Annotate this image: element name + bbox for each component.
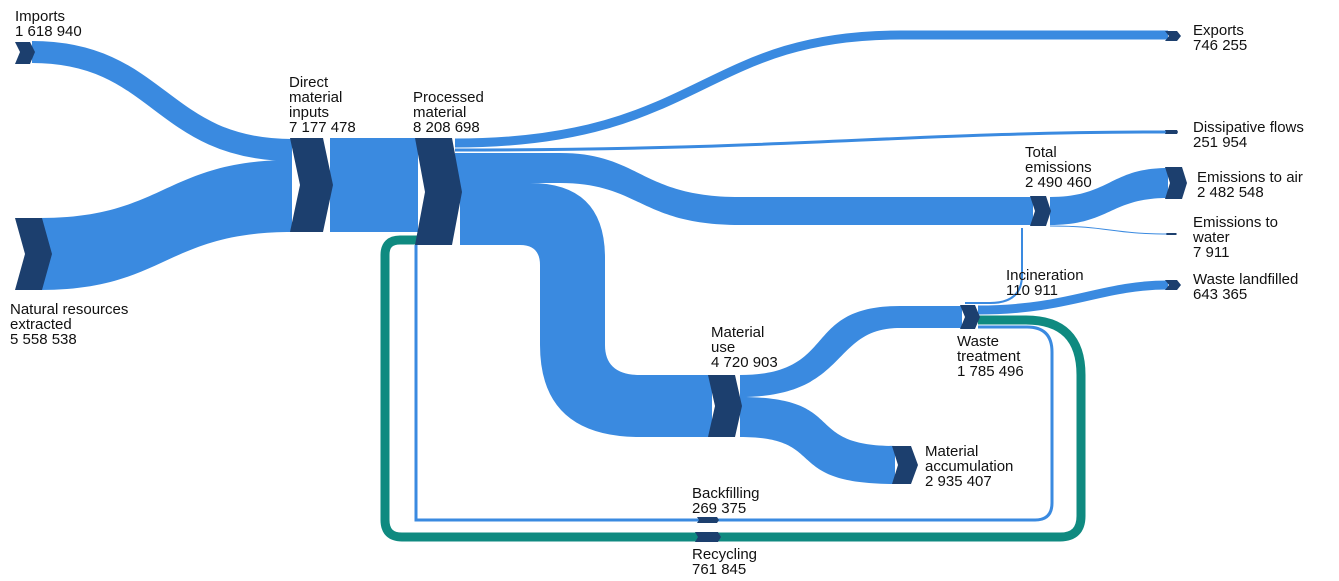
node-exports[interactable]	[1165, 31, 1181, 41]
label-direct-material-inputs: Direct material inputs 7 177 478	[289, 75, 356, 135]
node-emissions-to-water[interactable]	[1166, 233, 1177, 235]
label-accumulation-value: 2 935 407	[925, 473, 992, 490]
label-material-use: Material use 4 720 903	[711, 325, 778, 370]
flow-to-material-use[interactable]	[460, 183, 712, 437]
label-processed-name-2: material	[413, 104, 467, 121]
label-processed-name-1: Processed	[413, 89, 484, 106]
flow-to-landfilled[interactable]	[977, 280, 1169, 315]
flow-recycling[interactable]	[380, 235, 1086, 542]
label-waste-treatment-name-1: Waste	[957, 333, 999, 350]
label-dissipative-value: 251 954	[1193, 134, 1248, 151]
label-dmi-name-1: Direct	[289, 74, 329, 91]
label-dissipative-name: Dissipative flows	[1193, 119, 1304, 136]
label-incineration-value: 110 911	[1006, 282, 1058, 299]
label-waste-landfilled-name: Waste landfilled	[1193, 271, 1299, 288]
flow-to-total-emissions[interactable]	[455, 153, 1033, 225]
flow-dmi-to-processed[interactable]	[330, 138, 418, 232]
node-waste-landfilled[interactable]	[1165, 280, 1181, 290]
label-material-use-name-2: use	[711, 339, 736, 356]
flow-to-exports[interactable]	[454, 30, 1168, 148]
label-imports-value: 1 618 940	[15, 23, 82, 40]
label-dissipative-flows: Dissipative flows 251 954	[1193, 120, 1304, 150]
label-emissions-to-air: Emissions to air 2 482 548	[1197, 170, 1303, 200]
flow-backfilling[interactable]	[414, 245, 1054, 522]
node-recycling[interactable]	[695, 532, 721, 542]
label-dmi-value: 7 177 478	[289, 119, 356, 136]
label-accumulation-name-2: accumulation	[925, 458, 1014, 475]
node-processed-material[interactable]	[415, 138, 462, 245]
label-natural-value: 5 558 538	[10, 331, 77, 348]
node-backfilling[interactable]	[697, 517, 719, 523]
label-waste-treatment: Waste treatment 1 785 496	[957, 334, 1024, 379]
label-material-use-name-1: Material	[711, 324, 765, 341]
flow-to-dissipative[interactable]	[454, 130, 1169, 152]
label-accumulation-name-1: Material	[925, 443, 979, 460]
label-incineration-name: Incineration	[1006, 267, 1084, 284]
flow-to-accumulation[interactable]	[740, 397, 895, 484]
flow-imports-to-dmi[interactable]	[31, 41, 293, 161]
label-recycling: Recycling 761 845	[692, 547, 757, 577]
node-emissions-to-air[interactable]	[1165, 167, 1187, 199]
label-processed-material: Processed material 8 208 698	[413, 90, 484, 135]
label-emissions-water-name-2: water	[1193, 229, 1230, 246]
node-material-accumulation[interactable]	[892, 446, 918, 484]
label-total-emissions-name-2: emissions	[1025, 159, 1092, 176]
flow-incineration[interactable]	[965, 228, 1023, 304]
label-emissions-water-name-1: Emissions to	[1193, 214, 1279, 231]
label-emissions-to-water: Emissions to water 7 911	[1193, 215, 1278, 260]
label-waste-landfilled: Waste landfilled 643 365	[1193, 272, 1298, 302]
node-direct-material-inputs[interactable]	[290, 138, 333, 232]
node-natural-resources[interactable]	[15, 218, 52, 290]
flow-to-emissions-water[interactable]	[1049, 225, 1171, 235]
node-waste-treatment[interactable]	[960, 305, 980, 329]
label-total-emissions-name-1: Total	[1025, 144, 1057, 161]
flow-to-emissions-air[interactable]	[1050, 168, 1168, 225]
label-processed-value: 8 208 698	[413, 119, 480, 136]
label-exports-name: Exports	[1193, 22, 1244, 39]
nodes-layer	[15, 31, 1187, 542]
label-material-use-value: 4 720 903	[711, 354, 778, 371]
label-waste-landfilled-value: 643 365	[1193, 286, 1248, 303]
label-total-emissions-value: 2 490 460	[1025, 174, 1092, 191]
label-incineration: Incineration 110 911	[1006, 268, 1084, 298]
node-imports[interactable]	[15, 42, 35, 64]
label-imports-name: Imports	[15, 8, 66, 25]
flow-natural-to-dmi[interactable]	[40, 160, 292, 290]
label-backfilling-value: 269 375	[692, 500, 747, 517]
label-total-emissions: Total emissions 2 490 460	[1025, 145, 1092, 190]
label-emissions-water-value: 7 911	[1193, 244, 1230, 261]
label-recycling-name: Recycling	[692, 546, 758, 563]
node-dissipative-flows[interactable]	[1165, 130, 1178, 134]
label-backfilling: Backfilling 269 375	[692, 486, 760, 516]
label-natural-name-2: extracted	[10, 316, 72, 333]
label-recycling-value: 761 845	[692, 561, 747, 578]
label-emissions-air-name: Emissions to air	[1197, 169, 1303, 186]
flow-to-waste-treatment[interactable]	[740, 306, 962, 397]
label-natural-name-1: Natural resources	[10, 301, 129, 318]
label-waste-treatment-name-2: treatment	[957, 348, 1021, 365]
label-natural-resources: Natural resources extracted 5 558 538	[10, 302, 128, 347]
label-backfilling-name: Backfilling	[692, 485, 760, 502]
label-waste-treatment-value: 1 785 496	[957, 363, 1024, 380]
label-dmi-name-3: inputs	[289, 104, 330, 121]
flows-layer	[31, 30, 1171, 542]
node-material-use[interactable]	[708, 375, 742, 437]
node-total-emissions[interactable]	[1030, 196, 1051, 226]
label-emissions-air-value: 2 482 548	[1197, 184, 1264, 201]
label-imports: Imports 1 618 940	[15, 9, 82, 39]
label-exports: Exports 746 255	[1193, 23, 1247, 53]
label-dmi-name-2: material	[289, 89, 343, 106]
label-exports-value: 746 255	[1193, 37, 1248, 54]
label-material-accumulation: Material accumulation 2 935 407	[925, 444, 1013, 489]
